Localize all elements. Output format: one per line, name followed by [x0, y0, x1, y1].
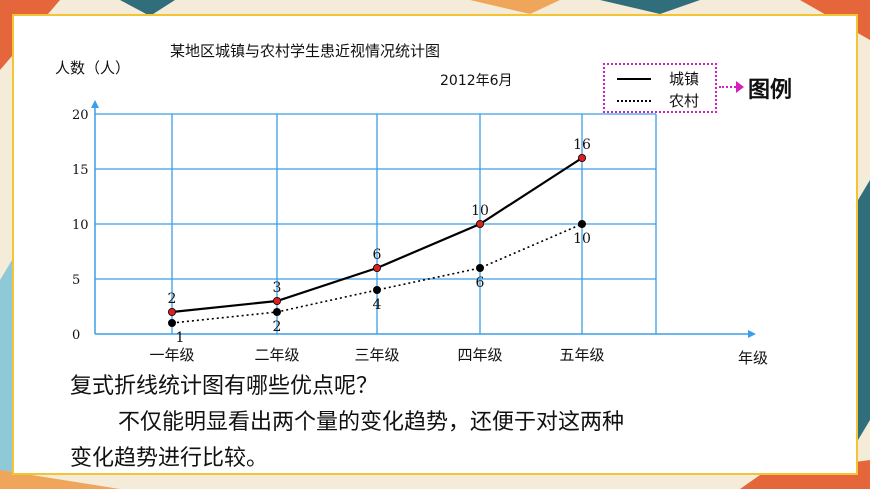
- y-axis-arrow: [91, 100, 99, 108]
- data-point-urban: [372, 263, 381, 272]
- chart-title: 某地区城镇与农村学生患近视情况统计图: [170, 42, 441, 60]
- x-tick-label: 五年级: [559, 346, 604, 364]
- data-label-rural: 1: [176, 330, 185, 346]
- y-axis-label: 人数（人）: [55, 59, 131, 77]
- x-tick-label: 四年级: [457, 346, 502, 364]
- legend: 城镇 农村: [603, 63, 717, 113]
- answer-text-line1: 不仅能明显看出两个量的变化趋势，还便于对这两种: [118, 410, 625, 435]
- legend-label-urban: 城镇: [669, 70, 700, 88]
- legend-label-rural: 农村: [669, 92, 700, 110]
- y-tick-label: 20: [72, 108, 89, 123]
- answer-text-line2: 变化趋势进行比较。: [70, 446, 269, 471]
- y-tick-label: 10: [72, 218, 89, 233]
- x-axis-arrow: [748, 330, 756, 338]
- data-label-rural: 4: [373, 297, 382, 313]
- data-label-urban: 10: [471, 203, 489, 219]
- data-point-urban: [475, 219, 484, 228]
- data-point-urban: [167, 307, 176, 316]
- legend-dotted-line: [617, 100, 651, 102]
- content-frame: [12, 14, 858, 475]
- data-label-urban: 6: [373, 247, 382, 263]
- y-tick-label: 5: [72, 273, 80, 288]
- data-label-rural: 6: [476, 275, 485, 291]
- question-text: 复式折线统计图有哪些优点呢？: [70, 374, 379, 399]
- legend-caption: 图例: [748, 78, 793, 103]
- x-tick-label: 二年级: [254, 346, 299, 364]
- y-tick-label: 15: [72, 163, 89, 178]
- data-point-rural: [272, 307, 281, 316]
- legend-item-urban: 城镇: [615, 67, 715, 89]
- data-point-rural: [372, 285, 381, 294]
- legend-pointer-line: [719, 86, 739, 88]
- data-label-rural: 10: [573, 231, 591, 247]
- series-line-rural: [171, 223, 583, 324]
- legend-item-rural: 农村: [615, 89, 715, 111]
- chart-subtitle: 2012年6月: [440, 73, 513, 89]
- data-point-urban: [578, 153, 587, 162]
- legend-solid-line: [617, 78, 651, 80]
- x-axis-label: 年级: [738, 349, 769, 367]
- y-tick-label: 0: [72, 328, 80, 343]
- data-point-rural: [167, 318, 176, 327]
- data-point-urban: [272, 296, 281, 305]
- data-label-urban: 16: [573, 137, 591, 153]
- x-tick-label: 一年级: [149, 346, 194, 364]
- data-point-rural: [578, 219, 587, 228]
- arrow-right-icon: [736, 81, 744, 93]
- data-label-rural: 2: [273, 319, 282, 335]
- data-label-urban: 2: [168, 291, 177, 307]
- data-label-urban: 3: [273, 280, 282, 296]
- data-point-rural: [475, 263, 484, 272]
- x-tick-label: 三年级: [354, 346, 399, 364]
